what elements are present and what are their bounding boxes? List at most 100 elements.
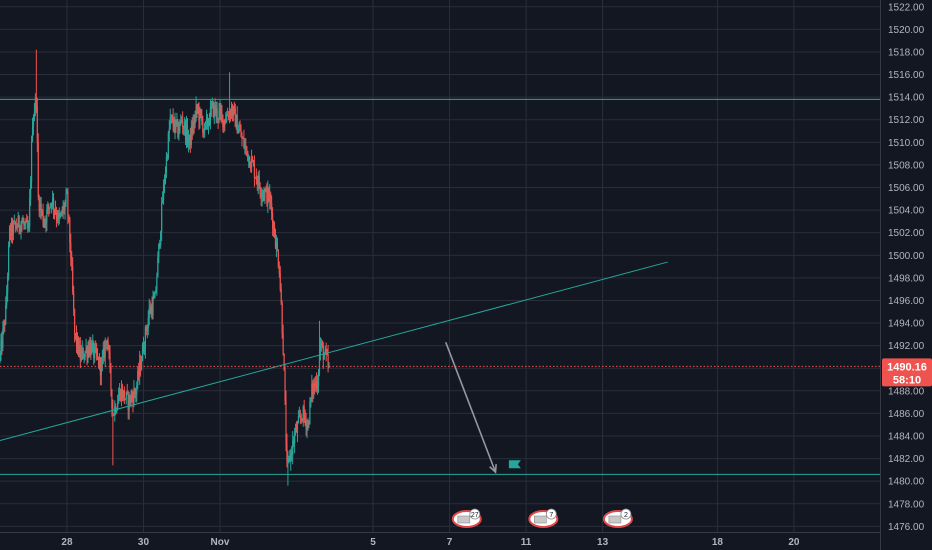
candle-down	[171, 115, 173, 118]
candle-down	[227, 115, 229, 117]
time-axis-label: 28	[61, 537, 73, 548]
candle-up	[207, 122, 210, 126]
candle-down	[239, 129, 241, 131]
candle-up	[7, 276, 9, 293]
candle-up	[265, 187, 267, 191]
candle-up	[324, 349, 326, 355]
candle-down	[43, 222, 45, 225]
candle-up	[206, 117, 208, 122]
candle-down	[40, 203, 42, 211]
candle-down	[270, 193, 272, 203]
candle-down	[236, 115, 238, 134]
candle-down	[191, 126, 193, 134]
trendline[interactable]	[0, 261, 668, 441]
price-axis-label: 1520.00	[888, 25, 925, 36]
candle-down	[301, 418, 303, 421]
candle-down	[21, 222, 23, 224]
candle-down	[255, 177, 257, 180]
candle-down	[286, 443, 288, 462]
candle-down	[149, 308, 151, 314]
candle-down	[140, 360, 142, 370]
candle-down	[245, 145, 247, 147]
candle-up	[180, 120, 182, 122]
candle-up	[141, 345, 144, 361]
candle-up	[84, 351, 86, 358]
candle-down	[326, 353, 328, 355]
candle-up	[211, 101, 213, 107]
time-axis-label: Nov	[211, 537, 230, 548]
candle-down	[316, 381, 318, 390]
candle-down	[14, 221, 16, 226]
candle-down	[1, 340, 3, 348]
candle-down	[271, 202, 273, 214]
candle-up	[0, 354, 1, 357]
candle-down	[247, 151, 249, 161]
price-axis-label: 1504.00	[888, 206, 925, 217]
candle-down	[327, 354, 329, 367]
candle-up	[60, 210, 62, 216]
candle-up	[128, 395, 130, 411]
time-axis-label: 7	[447, 537, 453, 548]
candle-up	[250, 158, 253, 168]
candle-down	[183, 126, 185, 129]
candle-up	[136, 385, 138, 395]
candle-up	[154, 292, 156, 298]
candle-down	[75, 333, 78, 346]
candle-up	[46, 209, 48, 223]
candle-up	[52, 197, 54, 206]
candle-up	[292, 440, 294, 456]
candle-up	[209, 107, 212, 124]
candle-up	[248, 156, 250, 161]
time-axis-label: 13	[597, 537, 609, 548]
candle-up	[98, 358, 101, 367]
candle-down	[197, 108, 199, 110]
candle-down	[97, 357, 100, 367]
candle-up	[244, 145, 246, 148]
candle-up	[25, 220, 27, 225]
event-count-badge	[545, 508, 557, 520]
candle-up	[28, 227, 30, 229]
candle-up	[78, 345, 80, 355]
candle-down	[221, 112, 223, 115]
candle-up	[161, 202, 163, 232]
candle-down	[258, 175, 260, 187]
candle-up	[297, 416, 300, 423]
candle-down	[274, 236, 277, 248]
candle-down	[259, 186, 261, 194]
flag-usa-icon	[534, 515, 547, 524]
candle-down	[291, 451, 293, 456]
candle-down	[224, 119, 226, 124]
candle-down	[71, 258, 73, 267]
candle-down	[54, 210, 57, 213]
projection-arrow-line[interactable]	[444, 341, 497, 473]
candle-up	[190, 126, 192, 145]
candle-down	[166, 156, 168, 158]
price-axis-label: 1506.00	[888, 183, 925, 194]
candle-down	[27, 222, 29, 229]
price-axis-label: 1498.00	[888, 273, 925, 284]
candle-up	[262, 192, 264, 195]
candle-down	[69, 218, 71, 244]
candle-down	[38, 197, 40, 212]
candle-up	[100, 362, 102, 376]
candle-up	[155, 289, 157, 293]
candle-up	[267, 188, 269, 204]
event-count-badge	[620, 508, 632, 520]
candle-down	[18, 216, 20, 228]
candle-down	[131, 395, 133, 397]
candle-up	[158, 243, 160, 258]
candle-up	[122, 390, 124, 399]
candle-up	[143, 348, 146, 353]
candle-down	[96, 348, 98, 356]
flag-icon[interactable]	[508, 460, 521, 469]
candle-down	[112, 408, 114, 415]
candle-down	[233, 107, 235, 110]
candle-up	[34, 97, 36, 112]
candle-down	[222, 114, 224, 128]
candle-down	[88, 347, 90, 354]
candle-down	[82, 348, 84, 359]
candle-up	[2, 328, 4, 348]
candle-up	[85, 347, 87, 352]
